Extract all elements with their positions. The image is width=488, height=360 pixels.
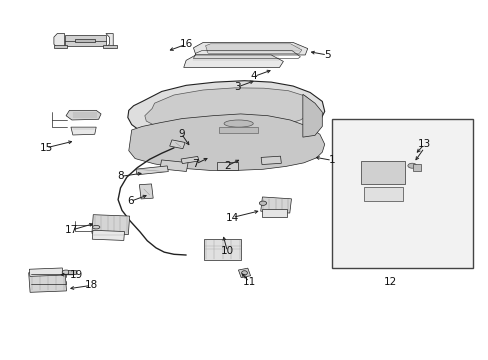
Bar [219,127,258,133]
Text: 16: 16 [179,39,192,49]
Text: 18: 18 [84,280,98,291]
Ellipse shape [259,201,266,205]
Polygon shape [64,35,106,46]
Polygon shape [54,45,67,48]
Bar [92,230,124,240]
Polygon shape [103,45,116,48]
Bar [204,239,241,260]
Bar [331,119,472,267]
Bar [136,166,168,175]
Bar [262,209,286,217]
Polygon shape [127,81,324,141]
Bar [29,268,63,276]
Bar [216,162,238,170]
Text: 10: 10 [221,247,234,256]
Bar [75,39,95,42]
Bar [68,270,75,274]
Polygon shape [302,94,322,137]
Ellipse shape [224,120,253,127]
Bar [260,197,291,213]
Text: 17: 17 [65,225,79,235]
Bar [238,268,250,278]
Text: 13: 13 [417,139,430,149]
Bar [29,271,66,292]
Polygon shape [106,33,113,48]
Polygon shape [71,127,96,135]
Polygon shape [193,42,307,55]
Text: 6: 6 [127,197,133,206]
Bar [92,215,129,235]
Text: 11: 11 [242,277,255,287]
Text: 15: 15 [40,143,53,153]
Text: 4: 4 [250,71,257,81]
Text: 1: 1 [328,156,335,165]
Bar [363,187,402,202]
Ellipse shape [62,270,70,274]
Text: 8: 8 [117,171,123,181]
Text: 12: 12 [383,277,396,287]
Polygon shape [54,33,64,48]
Ellipse shape [241,271,247,275]
Polygon shape [128,114,324,170]
Text: 9: 9 [178,129,184,139]
Bar [160,160,188,171]
Text: 14: 14 [225,212,239,222]
Bar [139,184,153,199]
Bar [361,161,404,184]
Bar [169,140,185,149]
Polygon shape [66,111,101,120]
Polygon shape [144,88,314,131]
Bar [412,163,421,171]
Bar [261,156,281,165]
Bar [181,157,199,163]
Text: 7: 7 [192,159,199,169]
Text: 19: 19 [70,270,83,280]
Ellipse shape [92,225,100,229]
Ellipse shape [407,163,416,168]
Text: 2: 2 [224,161,230,171]
Text: 5: 5 [323,50,330,60]
Polygon shape [183,55,283,67]
Text: 3: 3 [233,82,240,92]
